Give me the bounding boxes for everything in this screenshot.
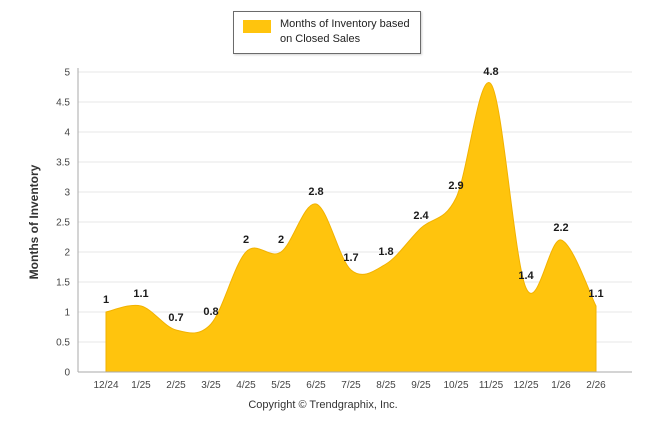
y-tick-label: 1 <box>64 308 70 319</box>
y-tick-label: 3.5 <box>56 158 70 169</box>
data-label: 1.1 <box>588 288 603 300</box>
x-tick-label: 5/25 <box>271 380 291 391</box>
chart-legend: Months of Inventory based on Closed Sale… <box>233 11 421 54</box>
x-tick-label: 10/25 <box>443 380 468 391</box>
y-tick-label: 2.5 <box>56 218 70 229</box>
data-label: 0.7 <box>168 312 183 324</box>
data-label: 4.8 <box>483 66 498 78</box>
data-label: 1.7 <box>343 252 358 264</box>
data-label: 2.4 <box>413 210 429 222</box>
x-tick-label: 3/25 <box>201 380 221 391</box>
x-tick-label: 11/25 <box>479 380 504 391</box>
y-tick-label: 4.5 <box>56 98 70 109</box>
data-label: 1 <box>103 294 109 306</box>
data-label: 0.8 <box>203 306 218 318</box>
x-tick-label: 9/25 <box>411 380 431 391</box>
x-tick-label: 8/25 <box>376 380 396 391</box>
data-label: 2 <box>243 234 249 246</box>
x-tick-label: 12/25 <box>513 380 538 391</box>
legend-label-line1: Months of Inventory based <box>280 18 410 30</box>
x-tick-label: 12/24 <box>93 380 118 391</box>
y-tick-label: 0.5 <box>56 338 70 349</box>
y-tick-label: 3 <box>64 188 70 199</box>
legend-label-line2: on Closed Sales <box>280 32 361 45</box>
data-label: 1.8 <box>378 246 393 258</box>
legend-swatch <box>243 20 271 33</box>
x-tick-label: 2/26 <box>586 380 606 391</box>
x-tick-label: 1/26 <box>551 380 571 391</box>
data-label: 2.2 <box>553 222 568 234</box>
data-label: 2.9 <box>448 180 463 192</box>
data-label: 1.1 <box>133 288 148 300</box>
legend-label: Months of Inventory based on Closed Sale… <box>280 17 410 47</box>
y-tick-label: 1.5 <box>56 278 70 289</box>
x-tick-label: 4/25 <box>236 380 256 391</box>
x-tick-label: 2/25 <box>166 380 186 391</box>
x-tick-label: 7/25 <box>341 380 361 391</box>
copyright-text: Copyright © Trendgraphix, Inc. <box>248 399 398 411</box>
y-tick-label: 2 <box>64 248 70 259</box>
data-label: 1.4 <box>518 270 534 282</box>
data-label: 2 <box>278 234 284 246</box>
area-series <box>105 82 597 373</box>
x-tick-label: 6/25 <box>306 380 326 391</box>
y-tick-label: 5 <box>64 68 70 79</box>
y-tick-label: 0 <box>64 368 70 379</box>
data-label: 2.8 <box>308 186 323 198</box>
y-tick-label: 4 <box>64 128 70 139</box>
x-tick-label: 1/25 <box>131 380 151 391</box>
